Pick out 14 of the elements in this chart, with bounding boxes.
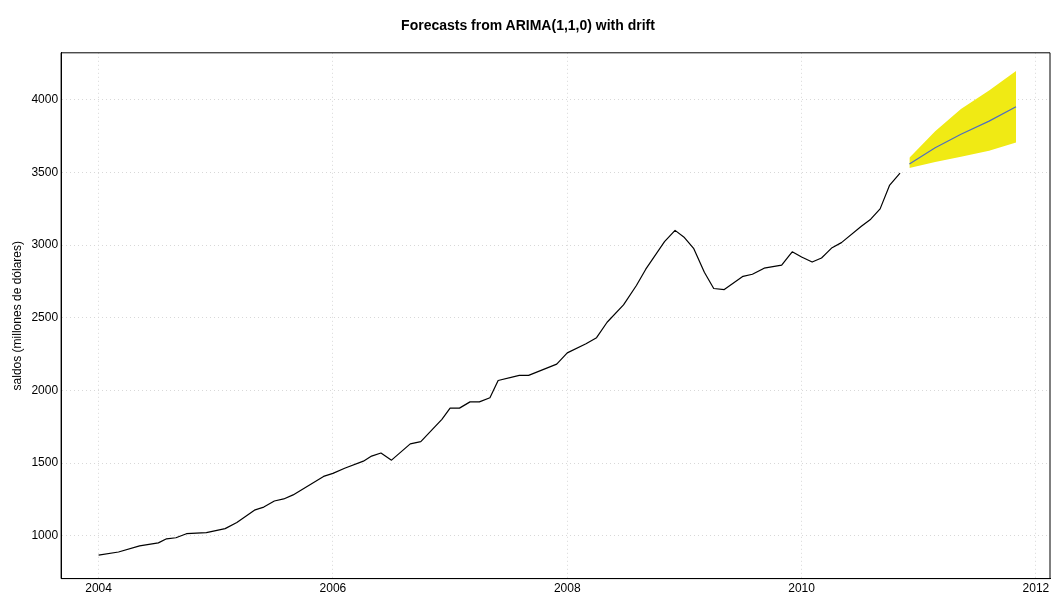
y-tick-label: 2500: [31, 310, 59, 325]
x-tick-label: 2010: [788, 581, 816, 596]
y-tick-label: 2000: [31, 382, 59, 397]
x-tick-label: 2012: [1022, 581, 1050, 596]
y-axis-title: saldos (millones de dólares): [9, 241, 24, 391]
y-tick-label: 1000: [31, 528, 59, 543]
x-tick-label: 2006: [319, 581, 347, 596]
y-tick-label: 3000: [31, 237, 59, 252]
x-tick-label: 2008: [553, 581, 581, 596]
chart-title: Forecasts from ARIMA(1,1,0) with drift: [401, 17, 656, 34]
y-tick-label: 1500: [31, 455, 59, 470]
y-tick-label: 4000: [31, 92, 59, 107]
y-tick-label: 3500: [31, 164, 59, 179]
x-tick-label: 2004: [85, 581, 113, 596]
